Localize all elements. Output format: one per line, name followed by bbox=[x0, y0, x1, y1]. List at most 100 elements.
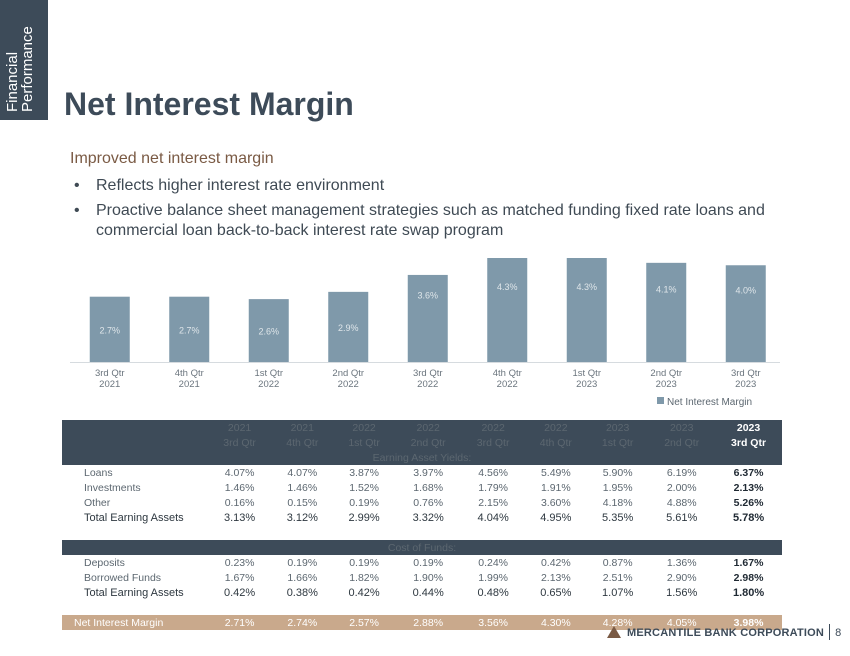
table-cell: 4.28% bbox=[586, 615, 649, 630]
section-header-row: Earning Asset Yields: bbox=[62, 450, 782, 465]
bullet-item: Reflects higher interest rate environmen… bbox=[74, 176, 794, 196]
tick-label: 3rd Qtr bbox=[731, 368, 761, 379]
row-label: Loans bbox=[84, 466, 113, 479]
footer: MERCANTILE BANK CORPORATION 8 bbox=[607, 624, 841, 640]
table-cell: 1.52% bbox=[349, 481, 379, 494]
table-cell: 2.90% bbox=[666, 571, 697, 584]
table-row: Total Earning Assets 0.42% 0.38% 0.42% 0.44%… bbox=[62, 585, 782, 600]
page-number: 8 bbox=[835, 627, 842, 639]
nim-row: Net Interest Margin 2.71% 2.74% 2.57% 2.88% 3… bbox=[62, 615, 782, 630]
table-cell: 1.80% bbox=[732, 586, 765, 599]
table-row: Investments 1.46% 1.46% 1.52% 1.68% 1.79% 1.91… bbox=[62, 480, 782, 495]
row-label: Deposits bbox=[84, 556, 125, 569]
bullet-item: Proactive balance sheet management strat… bbox=[74, 201, 794, 241]
mercantile-logo-icon bbox=[607, 626, 621, 638]
table-cell: 3.60% bbox=[540, 496, 571, 509]
table-cell: 2.71% bbox=[208, 615, 272, 630]
table-cell: 1.46% bbox=[224, 481, 255, 494]
table-cell: 1.56% bbox=[666, 586, 698, 599]
table-cell: 0.19% bbox=[349, 556, 379, 569]
table-cell: 1.90% bbox=[413, 571, 444, 584]
table-cell: 2.15% bbox=[478, 496, 509, 509]
row-label: Total Earning Assets bbox=[84, 586, 184, 599]
bar bbox=[89, 296, 130, 362]
table-cell: 6.37% bbox=[733, 466, 764, 479]
section-header: Cost of Funds: bbox=[62, 540, 782, 555]
table-cell: 1.46% bbox=[287, 481, 318, 494]
table-cell: 4.07% bbox=[224, 466, 255, 479]
table-cell: 0.19% bbox=[349, 496, 379, 509]
table-cell: 2.13% bbox=[733, 481, 764, 494]
table-cell: 5.78% bbox=[732, 511, 765, 524]
header-year: 2021 bbox=[271, 420, 334, 435]
row-label: Borrowed Funds bbox=[84, 571, 162, 584]
table-cell: 1.68% bbox=[413, 481, 444, 494]
header-quarter: 4th Qtr bbox=[271, 435, 334, 450]
table-cell: 3.32% bbox=[412, 511, 444, 524]
table-cell: 0.23% bbox=[224, 556, 255, 569]
tick-label: 4th Qtr bbox=[493, 368, 522, 379]
tick-label: 2022 bbox=[417, 379, 438, 390]
table-cell: 3.98% bbox=[715, 615, 782, 630]
data-label: 2.7% bbox=[99, 325, 120, 335]
tick-label: 3rd Qtr bbox=[95, 368, 125, 379]
data-label: 2.9% bbox=[338, 323, 359, 333]
company-name: MERCANTILE BANK CORPORATION bbox=[627, 627, 825, 639]
table-row: Borrowed Funds 1.67% 1.66% 1.82% 1.90% 1.99% 2… bbox=[62, 570, 782, 585]
section-tab-line-1: Financial bbox=[4, 51, 21, 112]
subtitle: Improved net interest margin bbox=[70, 150, 274, 167]
table-cell: 2.74% bbox=[271, 615, 334, 630]
header-year: 2022 bbox=[394, 420, 462, 435]
header-quarter: 1st Qtr bbox=[333, 435, 395, 450]
table-cell: 1.07% bbox=[602, 586, 634, 599]
table-cell: 5.49% bbox=[540, 466, 571, 479]
table-cell: 0.42% bbox=[223, 586, 256, 599]
tick-label: 2022 bbox=[258, 379, 279, 390]
header-quarter: 3rd Qtr bbox=[715, 435, 782, 450]
bar bbox=[646, 262, 687, 362]
bar bbox=[248, 299, 289, 362]
table-row: Loans 4.07% 4.07% 3.87% 3.97% 4.56% 5.49% 5.90%… bbox=[62, 465, 782, 480]
table-cell: 5.35% bbox=[602, 511, 634, 524]
table-cell: 0.42% bbox=[540, 556, 571, 569]
tick-label: 2021 bbox=[179, 379, 200, 390]
data-label: 4.3% bbox=[497, 282, 518, 292]
bar bbox=[487, 258, 528, 362]
bar bbox=[407, 274, 448, 362]
table-gap bbox=[62, 600, 782, 615]
data-label: 2.7% bbox=[179, 325, 200, 335]
table-gap bbox=[62, 525, 782, 540]
table-cell: 4.05% bbox=[648, 615, 716, 630]
table-cell: 4.95% bbox=[540, 511, 572, 524]
table-header-quarters: 3rd Qtr 4th Qtr 1st Qtr 2nd Qtr 3rd Qtr 4th Q… bbox=[62, 435, 782, 450]
table-header-years: 2021 2021 2022 2022 2022 2022 2023 2023 2023 bbox=[62, 420, 782, 435]
header-blank bbox=[62, 420, 208, 435]
bar bbox=[328, 291, 369, 362]
row-label: Investments bbox=[84, 481, 141, 494]
table-cell: 1.79% bbox=[478, 481, 509, 494]
legend-swatch bbox=[657, 397, 664, 404]
table-cell: 0.19% bbox=[287, 556, 318, 569]
table-cell: 1.36% bbox=[666, 556, 697, 569]
table-cell: 3.13% bbox=[223, 511, 256, 524]
table-cell: 2.99% bbox=[348, 511, 380, 524]
table-cell: 4.56% bbox=[478, 466, 509, 479]
data-label: 2.6% bbox=[258, 327, 279, 337]
bar bbox=[725, 265, 766, 362]
header-year: 2022 bbox=[524, 420, 587, 435]
table-cell: 1.95% bbox=[602, 481, 633, 494]
bar bbox=[566, 258, 607, 362]
table-cell: 2.51% bbox=[602, 571, 633, 584]
header-year: 2023 bbox=[648, 420, 716, 435]
table-cell: 0.16% bbox=[224, 496, 255, 509]
tick-label: 2023 bbox=[735, 379, 756, 390]
table-cell: 1.66% bbox=[287, 571, 318, 584]
table-cell: 4.30% bbox=[524, 615, 587, 630]
table-cell: 5.61% bbox=[666, 511, 698, 524]
table-cell: 3.97% bbox=[413, 466, 444, 479]
table-cell: 2.98% bbox=[733, 571, 764, 584]
row-label: Net Interest Margin bbox=[62, 615, 208, 630]
tick-label: 4th Qtr bbox=[175, 368, 204, 379]
data-label: 4.0% bbox=[735, 286, 756, 296]
table-cell: 0.87% bbox=[602, 556, 633, 569]
